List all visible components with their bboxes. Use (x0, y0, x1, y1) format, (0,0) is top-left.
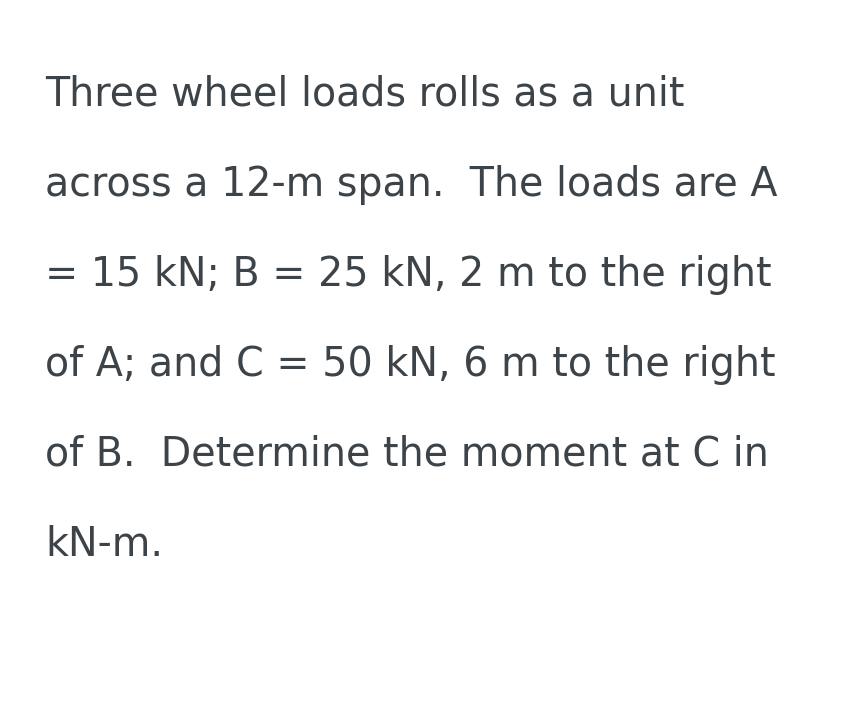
Text: of A; and C = 50 kN, 6 m to the right: of A; and C = 50 kN, 6 m to the right (45, 345, 776, 385)
Text: kN-m.: kN-m. (45, 525, 163, 565)
Text: of B.  Determine the moment at C in: of B. Determine the moment at C in (45, 435, 769, 475)
Text: across a 12-m span.  The loads are A: across a 12-m span. The loads are A (45, 165, 778, 205)
Text: = 15 kN; B = 25 kN, 2 m to the right: = 15 kN; B = 25 kN, 2 m to the right (45, 255, 772, 295)
Text: Three wheel loads rolls as a unit: Three wheel loads rolls as a unit (45, 75, 684, 115)
